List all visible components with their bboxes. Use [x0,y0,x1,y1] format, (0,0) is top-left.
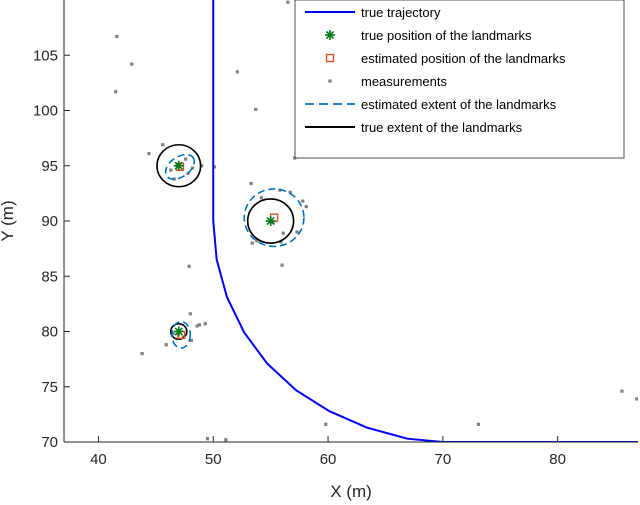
y-tick-label: 75 [41,379,58,396]
measurement-point [161,143,165,147]
true-extent-ellipse [169,322,188,341]
measurement-point [635,397,638,401]
trajectory-line [212,0,638,442]
measurement-point [255,239,259,243]
y-tick-label: 90 [41,213,58,230]
measurement-point [288,190,292,194]
measurement-point [304,205,308,209]
measurement-point [130,62,134,66]
measurement-point [281,231,285,235]
legend-label: measurements [361,74,447,89]
estimated-extent-ellipse [164,153,196,180]
y-tick-label: 95 [41,158,58,175]
measurement-point [224,438,228,442]
true-landmark-marker [265,216,276,226]
measurement-point [190,166,195,170]
plot-area [114,0,638,442]
measurement-point [140,352,144,356]
y-tick-label: 70 [41,434,58,451]
legend-label: true position of the landmarks [361,28,532,43]
legend-label: true trajectory [361,5,441,20]
y-tick-label: 105 [33,47,58,64]
measurement-point [212,165,216,169]
legend-square-symbol [325,53,335,63]
legend: true trajectory true position of the land… [294,0,625,159]
measurement-point [286,0,290,4]
y-tick-label: 85 [41,268,58,285]
measurement-point [115,34,119,39]
measurement-point [147,151,151,156]
estimated-extent-ellipse [171,320,192,349]
measurement-point [280,263,284,267]
true-landmark-marker [173,326,184,337]
measurement-point [295,230,299,234]
y-tick-label: 100 [33,103,58,120]
measurement-point [203,322,207,326]
measurement-point [172,177,176,181]
x-tick-label: 70 [434,451,451,468]
true-extent-ellipse [246,198,295,244]
measurement-point [250,241,254,245]
measurement-point [279,240,283,244]
measurement-point [249,181,253,186]
legend-label: estimated position of the landmarks [361,51,566,66]
measurement-point [301,199,305,203]
ticks: 40 50 60 70 80 70 75 80 85 90 95 100 105 [33,47,566,468]
measurement-point [189,338,194,342]
measurement-point [197,323,202,327]
measurement-point [169,168,173,172]
estimated-extent-ellipse [243,188,305,248]
x-tick-label: 60 [320,451,337,468]
legend-box [294,0,625,159]
measurement-point [188,312,192,316]
true-landmark-marker [173,160,184,171]
legend-dot-symbol [328,79,332,83]
measurement-point [184,157,188,161]
measurement-point [114,90,118,94]
x-axis-label: X (m) [330,482,372,501]
measurement-point [164,343,168,347]
true-extent-ellipse [156,143,202,188]
measurement-point [195,324,199,328]
measurement-point [235,70,239,74]
measurement-point [254,107,258,111]
measurement-point [259,196,264,200]
x-tick-label: 40 [90,451,107,468]
legend-label: true extent of the landmarks [361,120,523,135]
estimated-landmark-marker [175,162,185,172]
legend-label: estimated extent of the landmarks [361,97,557,112]
measurement-point [187,264,191,268]
y-axis-label: Y (m) [0,200,17,241]
x-tick-label: 80 [549,451,566,468]
measurement-point [200,164,204,168]
measurement-point [271,220,275,224]
measurement-point [324,422,328,426]
y-tick-label: 80 [41,324,58,341]
x-tick-label: 50 [205,451,222,468]
measurement-point [171,332,175,336]
measurement-point [205,437,210,441]
measurement-point [476,422,481,426]
measurement-point [620,389,624,393]
legend-star-symbol [325,30,335,40]
